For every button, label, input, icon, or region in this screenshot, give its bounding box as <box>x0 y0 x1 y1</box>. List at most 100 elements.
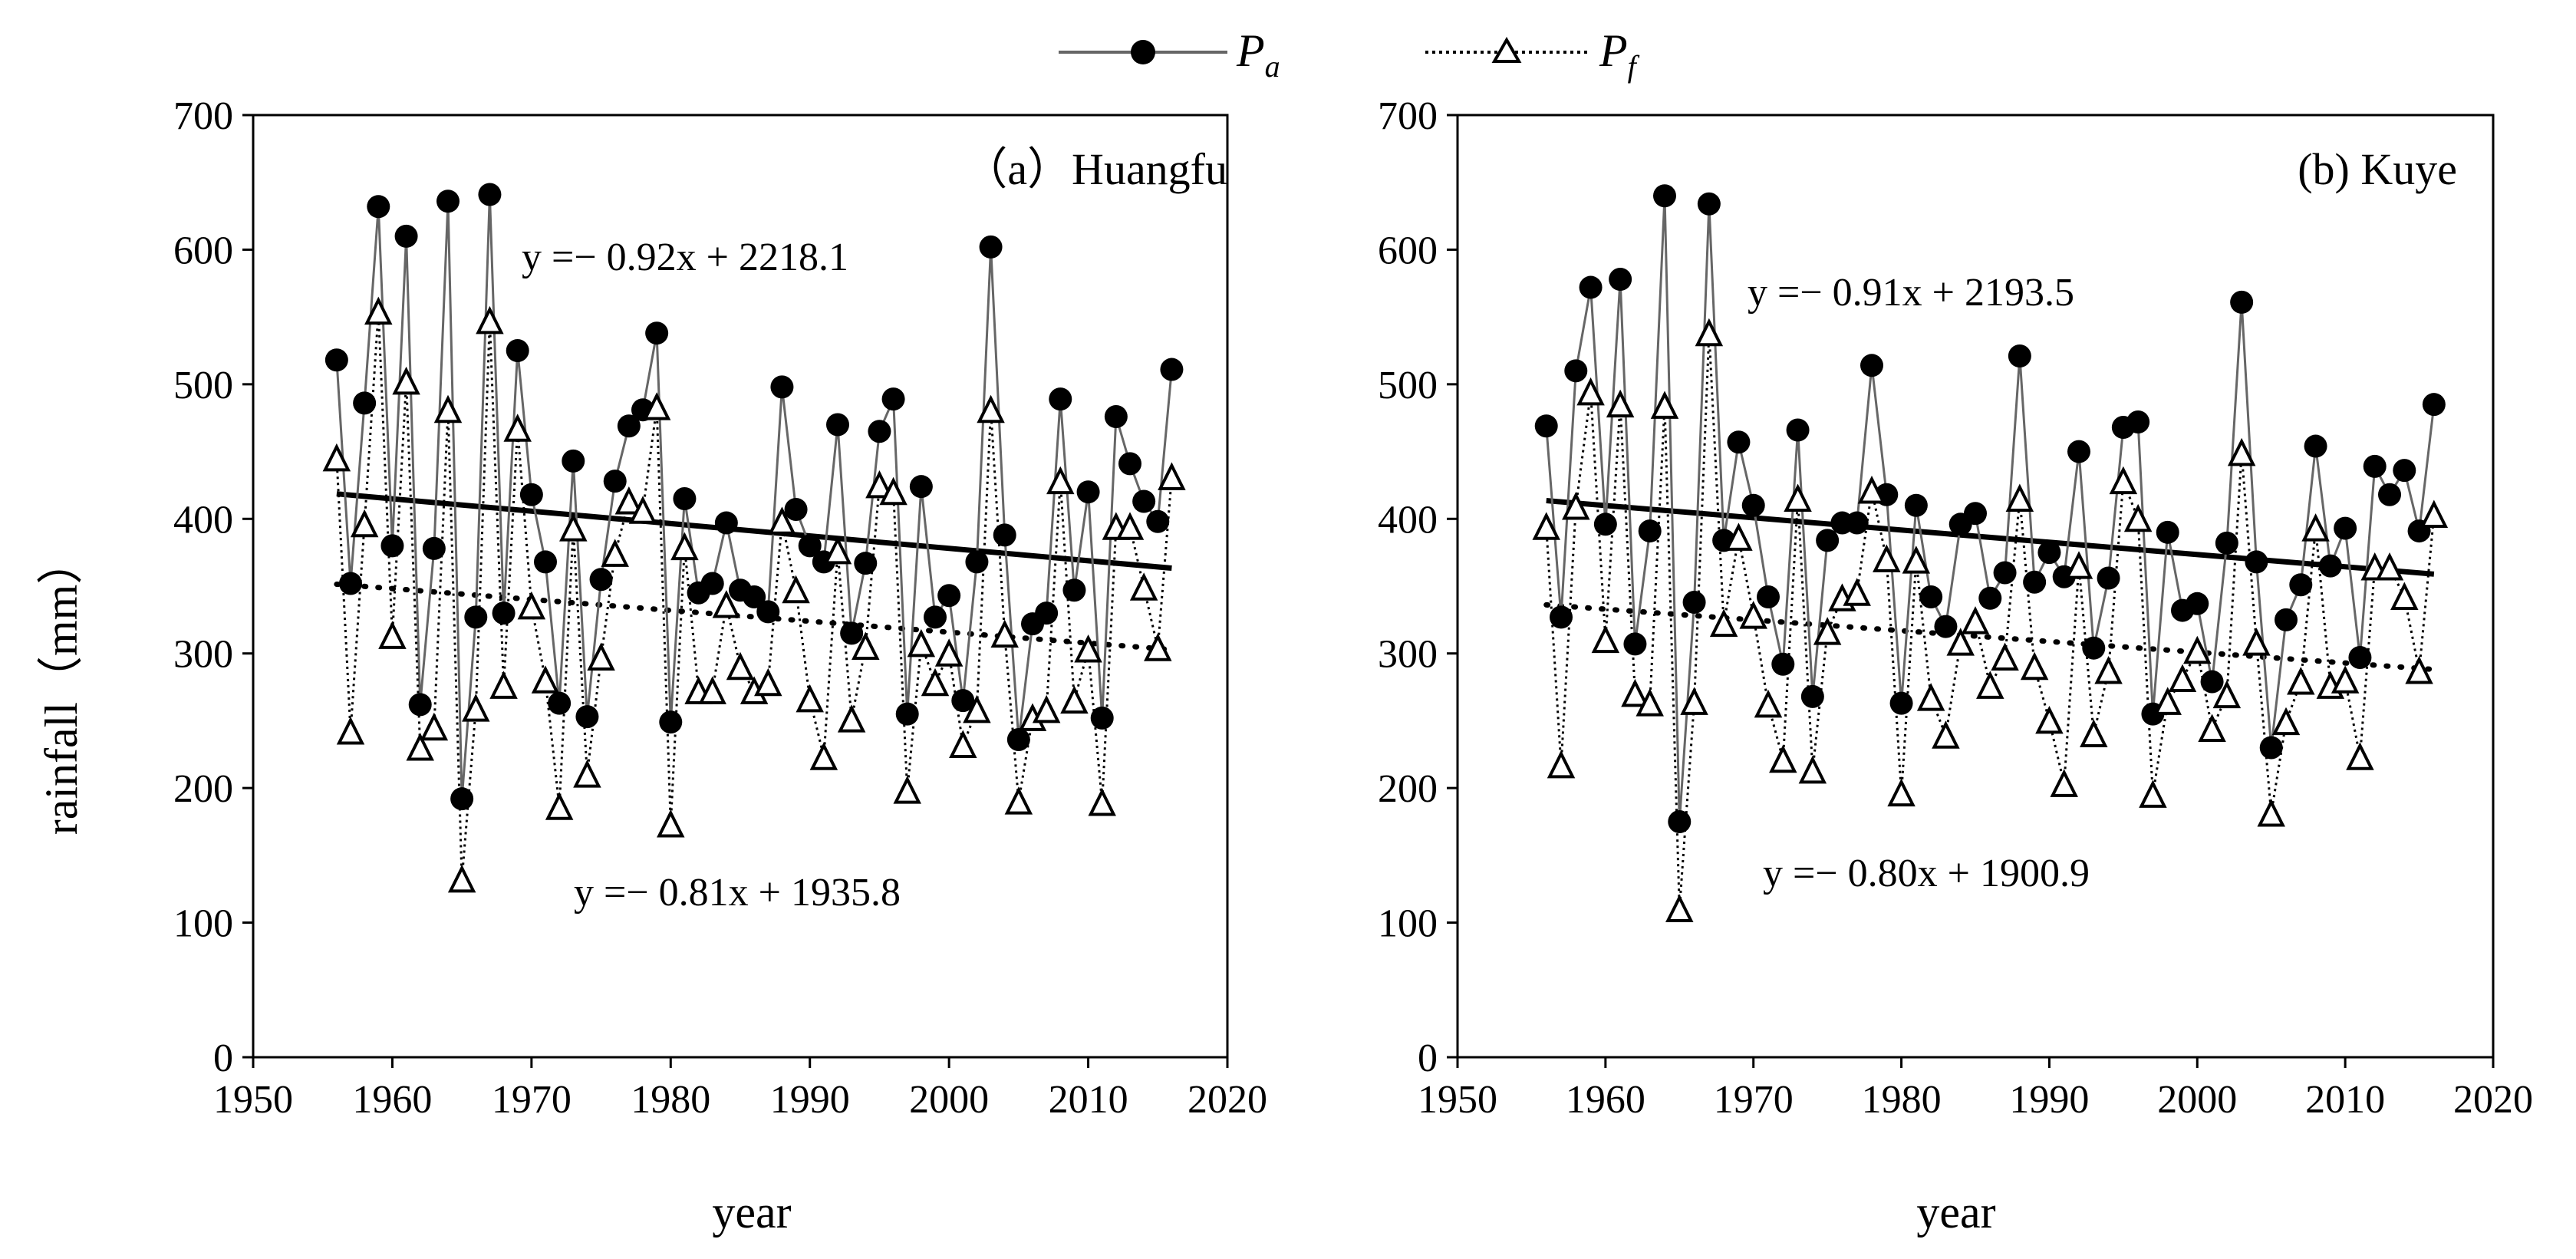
panel-a-pa-point-1969 <box>506 339 529 362</box>
panel-a-pa-point-1957 <box>339 572 362 595</box>
panel-a-pf-point-1999 <box>921 667 950 697</box>
panel-b-pf-point-2015 <box>2405 656 2433 684</box>
panel-a-x-tick-label: 2020 <box>1188 1078 1267 1122</box>
panel-b-pf-point-2008 <box>2301 513 2330 542</box>
panel-b-pf-point-1986 <box>1976 671 2004 699</box>
panel-a-pf-point-1966 <box>462 694 490 722</box>
panel-a-pf-point-2014 <box>1129 572 1158 601</box>
panel-a-pf-point-1987 <box>754 667 782 697</box>
panel-b-y-tick-label: 300 <box>1378 633 1438 677</box>
panel-b-pf-point-1980 <box>1887 778 1916 807</box>
panel-a-pa-point-2004 <box>993 523 1016 547</box>
panel-b-pf-point-1973 <box>1784 483 1812 512</box>
panel-b-pa-point-1958 <box>1564 359 1588 383</box>
panel-a-pa-point-1999 <box>924 605 947 629</box>
panel-a-pf-point-1985 <box>726 651 755 681</box>
panel-a-pa-point-1960 <box>380 534 404 558</box>
panel-a-x-tick-label: 2000 <box>909 1078 989 1122</box>
panel-b-pa-point-2000 <box>2186 592 2209 615</box>
panel-b-pf-point-1956 <box>1532 512 1560 540</box>
panel-a-pa-point-2016 <box>1160 358 1184 381</box>
panel-b-pf-point-1974 <box>1798 755 1827 784</box>
panel-b-pf-point-1999 <box>2168 664 2197 693</box>
panel-a-title: （a）Huangfu <box>963 144 1227 194</box>
panel-b-pa-point-2014 <box>2393 459 2416 483</box>
panel-b-pf-point-1992 <box>2064 551 2093 579</box>
panel-a-pa-point-1992 <box>826 413 849 437</box>
panel-a-pa-point-2012 <box>1104 404 1128 428</box>
panel-a-pf-point-1990 <box>796 684 824 713</box>
panel-a-pa-point-2003 <box>979 235 1003 259</box>
panel-kuye: 0 100 200 300 400 500 600 700 1950 1960 1970 1980 19… <box>1378 94 2533 1238</box>
panel-b-pa-point-1993 <box>2082 636 2106 660</box>
panel-a-pf-point-1992 <box>823 536 852 565</box>
legend: Pa Pf <box>1059 25 1640 84</box>
panel-a-pf-point-2015 <box>1144 633 1172 661</box>
panel-a-pa-point-1977 <box>617 414 641 438</box>
panel-b-y-tick-label: 500 <box>1378 364 1438 407</box>
panel-a-pa-point-1972 <box>548 691 572 715</box>
panel-a-y-tick-label: 400 <box>173 498 233 542</box>
panel-b-pf-point-1962 <box>1621 678 1649 707</box>
panel-b-pf-point-1963 <box>1636 688 1664 717</box>
panel-b-pa-point-1962 <box>1623 632 1647 656</box>
panel-a-pa-point-1989 <box>784 498 808 522</box>
panel-b-pf-point-1964 <box>1650 391 1679 419</box>
panel-b-pa-point-1982 <box>1919 585 1943 609</box>
panel-b-pa-point-1967 <box>1697 192 1721 216</box>
panel-a-pa-point-1983 <box>700 572 724 595</box>
panel-a-pa-point-1996 <box>881 387 905 411</box>
panel-b-pa-point-1975 <box>1816 529 1840 552</box>
panel-a-y-tick-label: 500 <box>173 364 233 407</box>
panel-a-pa-point-1958 <box>353 391 377 415</box>
panel-a-pa-point-1975 <box>589 568 613 592</box>
panel-a-x-tick-label: 1950 <box>213 1078 293 1122</box>
panel-a-axes: 0 100 200 300 400 500 600 700 1950 1960 1970 1980 19… <box>173 94 1267 1122</box>
panel-a-y-tick-label: 100 <box>173 902 233 946</box>
panel-b-pa-point-2001 <box>2200 670 2224 694</box>
panel-a-pf-point-1970 <box>517 591 546 620</box>
panel-b-pa-point-1998 <box>2156 520 2179 544</box>
panel-a-pa-point-1990 <box>798 534 822 558</box>
panel-a-pa-point-2015 <box>1146 509 1170 533</box>
panel-a-pa-point-1971 <box>534 550 557 574</box>
panel-b-pf-point-2002 <box>2212 680 2242 709</box>
panel-b-pf-point-1975 <box>1813 617 1842 645</box>
panel-a-pf-point-2000 <box>934 638 964 667</box>
panel-b-pf-point-2001 <box>2198 714 2226 742</box>
panel-a-pa-point-1979 <box>645 321 669 345</box>
panel-b-pa-point-1992 <box>2067 440 2090 463</box>
panel-b-pf-point-1987 <box>1991 642 2019 671</box>
panel-a-pa-point-1976 <box>603 470 627 493</box>
panel-b-axes: 0 100 200 300 400 500 600 700 1950 1960 1970 1980 19… <box>1378 94 2533 1122</box>
panel-b-pa-point-2002 <box>2215 531 2238 555</box>
panel-b-pf-point-2007 <box>2287 667 2315 695</box>
panel-a-pa-point-1994 <box>854 552 878 575</box>
panel-b-pf-point-1991 <box>2050 769 2078 797</box>
panel-b-pf-point-1965 <box>1665 894 1694 923</box>
panel-b-pa-point-1990 <box>2037 541 2061 565</box>
panel-b-pa-point-2007 <box>2289 573 2313 597</box>
panel-b-plot-frame <box>1456 114 2495 1059</box>
panel-a-trendline-pa <box>336 491 1172 572</box>
panel-a-pa-point-1962 <box>408 693 432 717</box>
panel-a-pf-point-1981 <box>670 532 699 561</box>
panel-a-pf-point-1959 <box>364 296 393 325</box>
panel-b-pf-point-1957 <box>1547 750 1576 779</box>
panel-b-pa-point-1989 <box>2023 570 2047 594</box>
panel-b-pf-point-1989 <box>2020 651 2049 681</box>
panel-b-pf-point-1993 <box>2080 719 2108 747</box>
panel-a-y-tick-label: 0 <box>213 1037 233 1080</box>
panel-b-pf-point-1977 <box>1843 578 1871 606</box>
panel-b-pf-point-1994 <box>2094 656 2123 684</box>
legend-pa-marker <box>1131 40 1155 64</box>
panel-a-pa-point-2013 <box>1118 452 1141 476</box>
panel-a-pf-point-2016 <box>1158 462 1186 490</box>
panel-a-pa-point-1956 <box>324 348 348 372</box>
panel-a-pa-point-2010 <box>1076 480 1100 504</box>
panel-a-pf-point-2007 <box>1032 694 1061 723</box>
panel-b-pa-point-1969 <box>1727 430 1751 454</box>
panel-b-pa-point-1965 <box>1668 810 1692 833</box>
panel-a-pa-point-2005 <box>1006 727 1030 751</box>
panel-b-pf-point-2010 <box>2331 665 2360 694</box>
